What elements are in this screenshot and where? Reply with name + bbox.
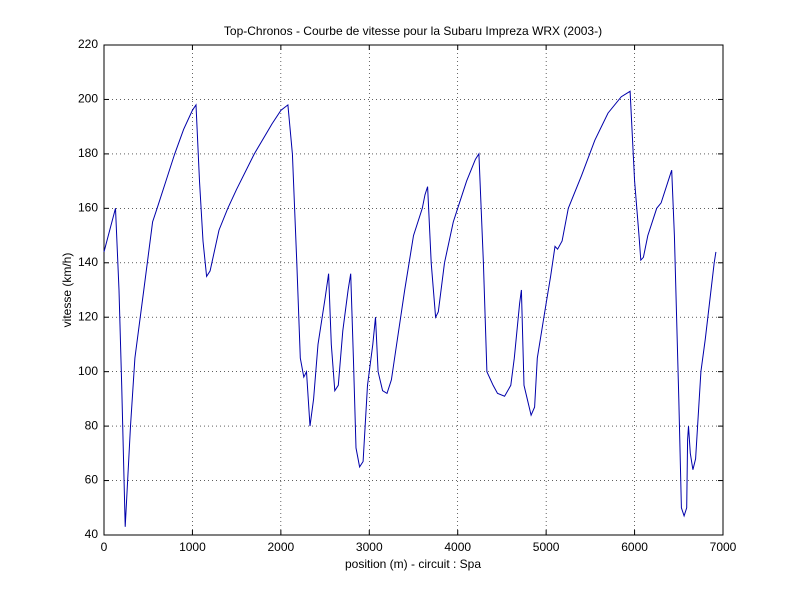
speed-line: [103, 90, 717, 527]
chart-title: Top-Chronos - Courbe de vitesse pour la …: [224, 24, 602, 38]
x-tick-label: 3000: [356, 540, 383, 554]
y-tick-label: 40: [85, 527, 99, 541]
y-tick-label: 160: [78, 201, 98, 215]
y-tick-label: 220: [78, 37, 98, 51]
x-tick-label: 0: [101, 540, 108, 554]
x-tick-label: 7000: [710, 540, 737, 554]
x-axis-label: position (m) - circuit : Spa: [345, 557, 481, 571]
y-tick-label: 180: [78, 146, 98, 160]
y-tick-label: 60: [85, 473, 99, 487]
x-tick-label: 1000: [179, 540, 206, 554]
x-tick-label: 4000: [444, 540, 471, 554]
y-tick-label: 200: [78, 92, 98, 106]
x-tick-label: 6000: [621, 540, 648, 554]
y-tick-label: 100: [78, 364, 98, 378]
x-tick-label: 2000: [268, 540, 295, 554]
y-tick-label: 80: [85, 418, 99, 432]
y-tick-label: 140: [78, 255, 98, 269]
x-tick-label: 5000: [533, 540, 560, 554]
y-tick-label: 120: [78, 309, 98, 323]
y-axis-label: vitesse (km/h): [60, 253, 74, 328]
